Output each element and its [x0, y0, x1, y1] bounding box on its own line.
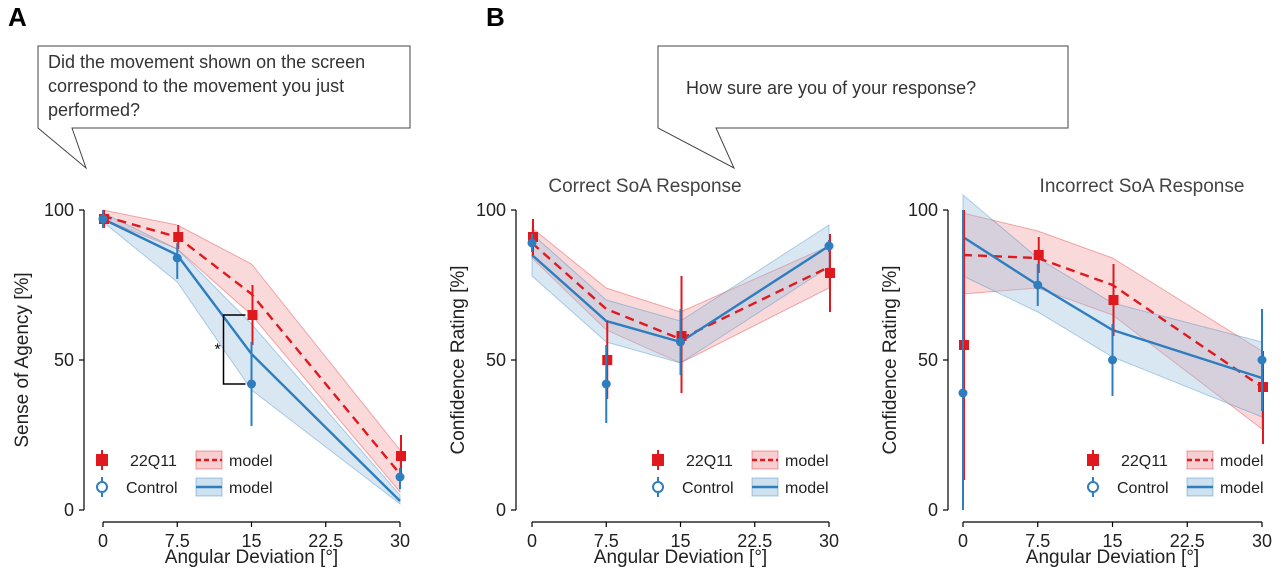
legend-control-label: Control [682, 480, 734, 497]
chart-subtitle: Correct SoA Response [548, 176, 741, 197]
chart-sense-of-agency: 0 50 100 0 7.5 15 22.5 30 Sense of Agency [%] Ang… [12, 200, 410, 568]
question-b-text: How sure are you of your response? [686, 78, 976, 98]
y-tick-label: 100 [908, 200, 938, 220]
x-tick-label: 15 [241, 531, 261, 551]
control-data-point [1257, 355, 1267, 365]
patient-model-band [102, 209, 401, 494]
control-data-point [172, 253, 182, 263]
y-tick-label: 0 [928, 500, 938, 520]
patient-data-point [1033, 250, 1044, 260]
patient-model-line [102, 214, 401, 475]
x-tick-label: 30 [390, 531, 410, 551]
control-model-line [531, 244, 830, 344]
x-tick-label: 15 [1102, 531, 1122, 551]
panel-letter-a: A [8, 2, 27, 32]
control-data-point [676, 337, 685, 347]
y-axis-title: Confidence Rating [%] [448, 265, 469, 454]
legend-patient-marker [652, 454, 664, 466]
patient-model-line [531, 242, 830, 341]
panel-letter-b: B [486, 2, 505, 32]
control-data-point [1108, 355, 1117, 365]
x-axis-title: Angular Deviation [°] [594, 547, 767, 568]
legend-patient-model-label: model [785, 453, 829, 470]
chart-subtitle: Incorrect SoA Response [1040, 176, 1245, 197]
patient-model-line [962, 253, 1263, 388]
legend-patient-model-label: model [1220, 453, 1264, 470]
patient-data-point [1108, 295, 1119, 305]
x-tick-label: 22.5 [1170, 531, 1205, 551]
legend-patient-marker [96, 454, 108, 466]
x-tick-label: 7.5 [1025, 531, 1050, 551]
legend-control-marker [96, 481, 108, 493]
x-tick-label: 7.5 [594, 531, 619, 551]
control-data-point [824, 241, 834, 251]
legend-control-marker [652, 481, 664, 493]
question-line-1: Did the movement shown on the screen [48, 52, 365, 72]
x-axis-title: Angular Deviation [°] [1026, 547, 1199, 568]
control-model-line [962, 235, 1263, 380]
y-tick-label: 100 [476, 200, 506, 220]
question-line-2: correspond to the movement you just [48, 76, 344, 96]
y-tick-label: 50 [54, 350, 74, 370]
legend-control-model-label: model [229, 480, 273, 497]
y-axis-title: Sense of Agency [%] [12, 272, 33, 447]
control-data-point [958, 388, 968, 398]
control-data-point [1033, 280, 1043, 290]
x-tick-label: 30 [1252, 531, 1272, 551]
significance-bracket [222, 314, 246, 385]
patient-data-point [247, 310, 258, 320]
legend-control-marker [1087, 481, 1099, 493]
control-data-point [98, 214, 108, 224]
question-bubble-b [657, 45, 1069, 170]
legend-control-label: Control [126, 480, 178, 497]
patient-data-point [173, 232, 184, 242]
question-bubble-a [37, 45, 411, 170]
x-tick-label: 22.5 [308, 531, 343, 551]
control-data-point [601, 379, 611, 389]
chart-confidence-incorrect: 0 50 100 0 7.5 15 22.5 30 Confidence Rating [%] A… [880, 176, 1272, 568]
x-tick-label: 15 [670, 531, 690, 551]
question-line-3: performed? [48, 100, 140, 120]
control-data-point [247, 379, 256, 389]
control-data-point [395, 472, 405, 482]
y-tick-label: 100 [44, 200, 74, 220]
x-tick-label: 0 [958, 531, 968, 551]
patient-data-point [396, 451, 406, 461]
legend-control-model-label: model [1220, 480, 1264, 497]
x-tick-label: 0 [98, 531, 108, 551]
x-tick-label: 7.5 [165, 531, 190, 551]
legend-control-label: Control [1117, 480, 1169, 497]
patient-data-point [825, 268, 835, 278]
y-tick-label: 50 [918, 350, 938, 370]
legend-patient-label: 22Q11 [1121, 453, 1168, 470]
x-axis-title: Angular Deviation [°] [165, 547, 338, 568]
y-tick-label: 0 [496, 500, 506, 520]
x-tick-label: 0 [527, 531, 537, 551]
y-axis-title: Confidence Rating [%] [880, 265, 901, 454]
legend-patient-model-label: model [229, 453, 273, 470]
y-tick-label: 0 [64, 500, 74, 520]
legend-control-model-label: model [785, 480, 829, 497]
legend-patient-label: 22Q11 [130, 453, 177, 470]
x-tick-label: 30 [819, 531, 839, 551]
x-tick-label: 22.5 [737, 531, 772, 551]
control-model-line [102, 217, 401, 502]
significance-star: * [215, 342, 221, 359]
chart-confidence-correct: 0 50 100 0 7.5 15 22.5 30 Confidence Rating [%] A… [448, 176, 839, 568]
control-data-point [527, 238, 537, 248]
legend-patient-label: 22Q11 [686, 453, 733, 470]
legend-patient-marker [1087, 454, 1099, 466]
y-tick-label: 50 [486, 350, 506, 370]
